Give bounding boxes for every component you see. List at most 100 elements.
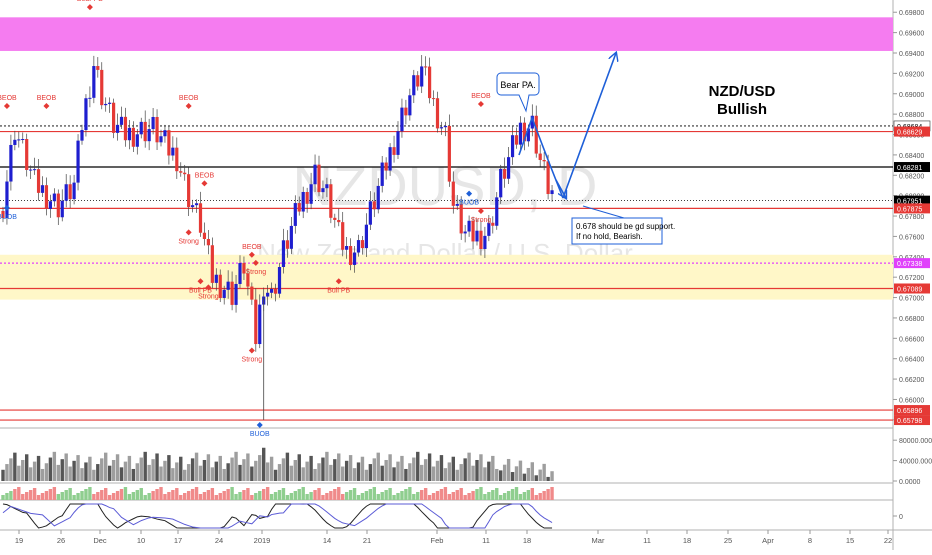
time-tick-label: 2019 — [254, 536, 271, 545]
signal-label: Strong — [471, 217, 492, 224]
signal-marker — [201, 180, 208, 187]
histogram-bar — [258, 491, 262, 500]
volume-bar — [412, 457, 416, 481]
signal-label: BEOB — [471, 93, 491, 100]
histogram-bar — [143, 495, 147, 500]
histogram-bar — [542, 491, 546, 500]
histogram-bar — [530, 488, 534, 500]
candle-body — [179, 171, 183, 173]
candle-body — [281, 240, 286, 267]
volume-bar — [451, 456, 455, 481]
time-tick-label: 8 — [808, 536, 812, 545]
histogram-bar — [431, 493, 436, 500]
oscillator-signal-line — [2, 503, 553, 529]
candle-body — [29, 169, 33, 171]
candles-layer[interactable] — [1, 55, 554, 420]
level-price-label: 0.67951 — [897, 199, 922, 206]
candle-body — [325, 184, 329, 189]
histogram-bar — [72, 495, 76, 500]
volume-bar — [502, 464, 507, 481]
volume-bar — [269, 456, 274, 481]
histogram-bar — [234, 494, 238, 500]
time-tick-label: Apr — [762, 536, 774, 545]
histogram-bar — [127, 494, 132, 500]
histogram-bar — [495, 488, 499, 500]
candle-body — [451, 181, 455, 206]
support-note-callout[interactable]: 0.678 should be gd support. If no hold, … — [571, 205, 675, 245]
histogram-bar — [64, 490, 68, 500]
candle-body — [80, 130, 84, 141]
candle-body — [187, 174, 191, 208]
volume-bar — [384, 459, 388, 481]
volume-bar — [246, 453, 250, 481]
volume-bar — [337, 453, 341, 481]
candle-body — [273, 289, 278, 294]
histogram-bar — [526, 490, 531, 500]
signal-marker — [185, 102, 192, 109]
histogram-bar — [376, 494, 380, 500]
candle-body — [131, 127, 135, 147]
candle-body — [25, 138, 29, 170]
histogram-bar — [135, 490, 139, 500]
level-price-tag — [894, 203, 930, 214]
histogram-bar — [17, 487, 21, 500]
time-tick-label: 25 — [724, 536, 732, 545]
histogram-bar — [76, 493, 80, 500]
bear-pa-callout[interactable]: Bear PA. — [496, 72, 540, 113]
candle-body — [139, 121, 143, 135]
candle-body — [313, 164, 317, 185]
volume-bar — [5, 464, 9, 481]
signal-label: BUOB — [459, 200, 479, 207]
histogram-bar — [289, 493, 294, 500]
candle-body — [514, 135, 519, 145]
volume-bar — [1, 469, 5, 481]
volume-bar — [352, 468, 357, 481]
histogram-bar — [420, 490, 424, 500]
volume-bar — [242, 459, 246, 481]
volume-bar — [376, 452, 380, 481]
histogram-bar — [293, 491, 297, 500]
candle-body — [88, 97, 92, 99]
histogram-bar — [388, 488, 392, 500]
signal-label: BUOB — [0, 214, 17, 221]
histogram-bar — [467, 493, 471, 500]
volume-bar — [364, 469, 369, 481]
histogram-bar — [483, 494, 487, 500]
signal-marker — [86, 4, 93, 11]
candle-body — [218, 274, 222, 298]
histogram-bar — [238, 492, 242, 500]
level-price-label: 0.65798 — [897, 418, 922, 425]
volume-bar — [443, 468, 448, 481]
pullback-arrow[interactable] — [555, 179, 566, 198]
volume-bar — [123, 461, 128, 481]
histogram-bar — [423, 488, 428, 500]
volume-bar — [506, 458, 511, 481]
volume-bar — [28, 467, 33, 481]
histogram-bar — [309, 492, 313, 500]
histogram-bar — [179, 495, 183, 500]
signal-marker — [197, 278, 204, 285]
candle-body — [424, 66, 428, 68]
histogram-bar — [439, 489, 444, 500]
histogram-bar — [352, 488, 357, 500]
histogram-bar — [131, 492, 136, 500]
candle-body — [341, 222, 345, 250]
histogram-bar — [111, 493, 116, 500]
volume-bar — [550, 471, 554, 481]
candle-body — [321, 188, 325, 193]
candle-body — [538, 153, 542, 160]
candle-body — [522, 122, 526, 142]
histogram-bar — [396, 493, 400, 500]
candle-body — [119, 116, 124, 125]
histogram-bar — [100, 490, 104, 500]
volume-bar — [534, 475, 538, 481]
time-tick-label: Mar — [592, 536, 605, 545]
signal-marker — [185, 229, 192, 236]
volume-bar — [530, 462, 534, 481]
bullish-arrow[interactable] — [562, 53, 616, 199]
time-tick-label: 17 — [174, 536, 182, 545]
histogram-bar — [265, 487, 270, 500]
candle-body — [495, 197, 499, 226]
volume-bar — [447, 462, 452, 481]
